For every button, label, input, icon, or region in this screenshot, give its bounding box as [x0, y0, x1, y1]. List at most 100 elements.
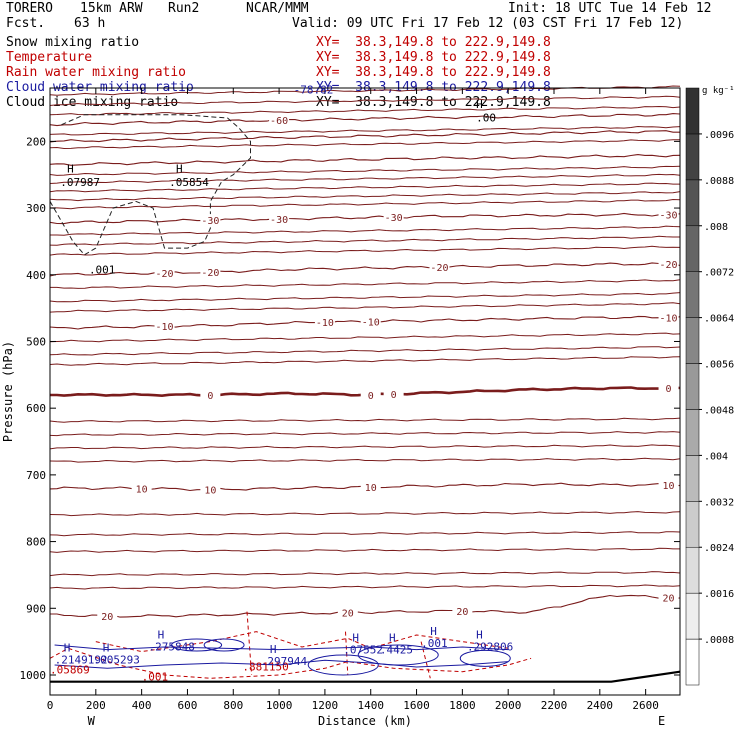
isotherm-line — [49, 154, 681, 166]
colorbar-bin — [685, 317, 700, 364]
x-tick-label: 800 — [223, 699, 243, 712]
isotherm-line — [49, 165, 681, 176]
cloud-water-marker: H — [352, 632, 359, 645]
header-fcst-label: Fcst. — [6, 16, 46, 31]
isotherm-label: 20 — [342, 609, 354, 620]
endpoint-west: W — [88, 714, 96, 728]
snow-max-marker: H — [176, 163, 183, 176]
isotherm-label: -30 — [201, 216, 219, 227]
tropopause-label: -78.82 — [294, 83, 334, 96]
isotherm-label-bg — [658, 591, 679, 603]
x-tick-label: 2200 — [541, 699, 568, 712]
colorbar-bin — [685, 225, 700, 272]
isotherm-line — [49, 444, 681, 450]
cloud-water-cell — [357, 644, 439, 666]
isotherm-label: 10 — [663, 481, 675, 492]
isotherm-line — [49, 130, 680, 143]
cloud-water-marker: H — [476, 628, 483, 641]
y-tick-label: 500 — [26, 335, 46, 348]
colorbar-bin — [685, 501, 700, 548]
x-tick-label: 1000 — [266, 699, 293, 712]
cloud-water-contour — [54, 644, 509, 651]
x-tick-label: 1600 — [403, 699, 430, 712]
colorbar-label: .008 — [704, 222, 728, 233]
header-model: TORERO — [6, 1, 53, 16]
isotherm-line — [49, 431, 681, 437]
field-label-cloud-ice: Cloud ice mixing ratio — [6, 95, 179, 110]
isotherm-line — [49, 173, 681, 184]
isotherm-label: 0 — [391, 390, 397, 401]
isotherm-label: -30 — [385, 213, 403, 224]
isotherm-label: -30 — [660, 211, 678, 222]
y-tick-label: 400 — [26, 269, 46, 282]
isotherm-label: -20 — [430, 263, 448, 274]
isotherm-line — [49, 95, 681, 106]
isotherm-line — [49, 531, 681, 537]
rain-water-contour — [420, 641, 431, 679]
colorbar-bin — [685, 592, 700, 640]
rain-water-contour — [95, 631, 509, 653]
isotherm-line — [49, 457, 681, 463]
header-resolution: 15km ARW — [80, 1, 143, 16]
isotherm-label: -30 — [270, 215, 288, 226]
colorbar-unit: g kg⁻¹ — [702, 86, 735, 96]
header-init: Init: 18 UTC Tue 14 Feb 12 — [508, 1, 712, 16]
isotherm-label-bg — [97, 609, 118, 621]
isotherm-label-bg — [360, 315, 381, 327]
cloud-water-marker: H — [158, 628, 165, 641]
isotherm-line — [49, 417, 681, 423]
isotherm-label: -10 — [362, 317, 380, 328]
snow-max-label: .05854 — [169, 176, 209, 189]
isotherm-label-bg — [383, 211, 404, 223]
y-tick-label: 900 — [26, 602, 46, 615]
isotherm-line — [49, 212, 681, 225]
isotherm-label-bg — [200, 266, 221, 278]
isotherm-label-bg — [200, 483, 221, 495]
colorbar-bin — [685, 546, 700, 594]
colorbar-bin — [685, 179, 700, 227]
isotherm-label-bg — [200, 214, 221, 226]
isotherm-line — [49, 139, 681, 150]
y-tick-label: 600 — [26, 402, 46, 415]
isotherm-label: -10 — [156, 322, 174, 333]
cloud-water-label: .275848 — [149, 640, 195, 653]
isotherm-label-bg — [360, 480, 381, 492]
x-tick-label: 1400 — [357, 699, 384, 712]
x-tick-label: 1800 — [449, 699, 476, 712]
cloud-ice-marker: H — [476, 98, 483, 111]
isotherm-line — [50, 225, 681, 236]
cloud-water-marker: H — [389, 632, 396, 645]
isotherm-label-bg — [658, 382, 679, 394]
y-tick-label: 300 — [26, 202, 46, 215]
y-tick-label: 800 — [26, 536, 46, 549]
isotherm-line — [49, 191, 681, 202]
isotherm-label: 0 — [666, 384, 672, 395]
colorbar-bin — [685, 638, 700, 686]
isotherm-line — [49, 85, 681, 96]
cloud-water-label: .2149192 — [55, 654, 108, 667]
isotherm-label: 20 — [663, 594, 675, 605]
x-tick-label: 200 — [86, 699, 106, 712]
field-label-rain: Rain water mixing ratio — [6, 65, 187, 80]
field-xy-snow: XY= 38.3,149.8 to 222.9,149.8 — [316, 35, 551, 50]
isotherm-line — [49, 332, 681, 343]
isotherm-line — [49, 346, 681, 356]
rain-water-label: .001 — [142, 670, 169, 683]
isotherm-label: -10 — [316, 318, 334, 329]
colorbar-label: .004 — [704, 451, 728, 462]
field-label-temperature: Temperature — [6, 50, 93, 65]
isotherm-label-bg — [154, 320, 175, 332]
isotherm-label-bg — [452, 605, 473, 617]
cloud-water-label: .07552 — [343, 644, 383, 657]
isotherm-label: 20 — [456, 607, 468, 618]
isotherm-line — [49, 571, 681, 577]
colorbar-label: .0024 — [704, 543, 734, 554]
isotherm-label-bg — [658, 478, 679, 490]
field-xy-temperature: XY= 38.3,149.8 to 222.9,149.8 — [316, 50, 551, 65]
isotherm-line — [49, 262, 681, 277]
isotherm-line — [49, 113, 681, 127]
isotherm-line — [49, 125, 681, 136]
isotherm-label-bg — [314, 316, 335, 328]
snow-contour-label: .001 — [89, 263, 116, 276]
